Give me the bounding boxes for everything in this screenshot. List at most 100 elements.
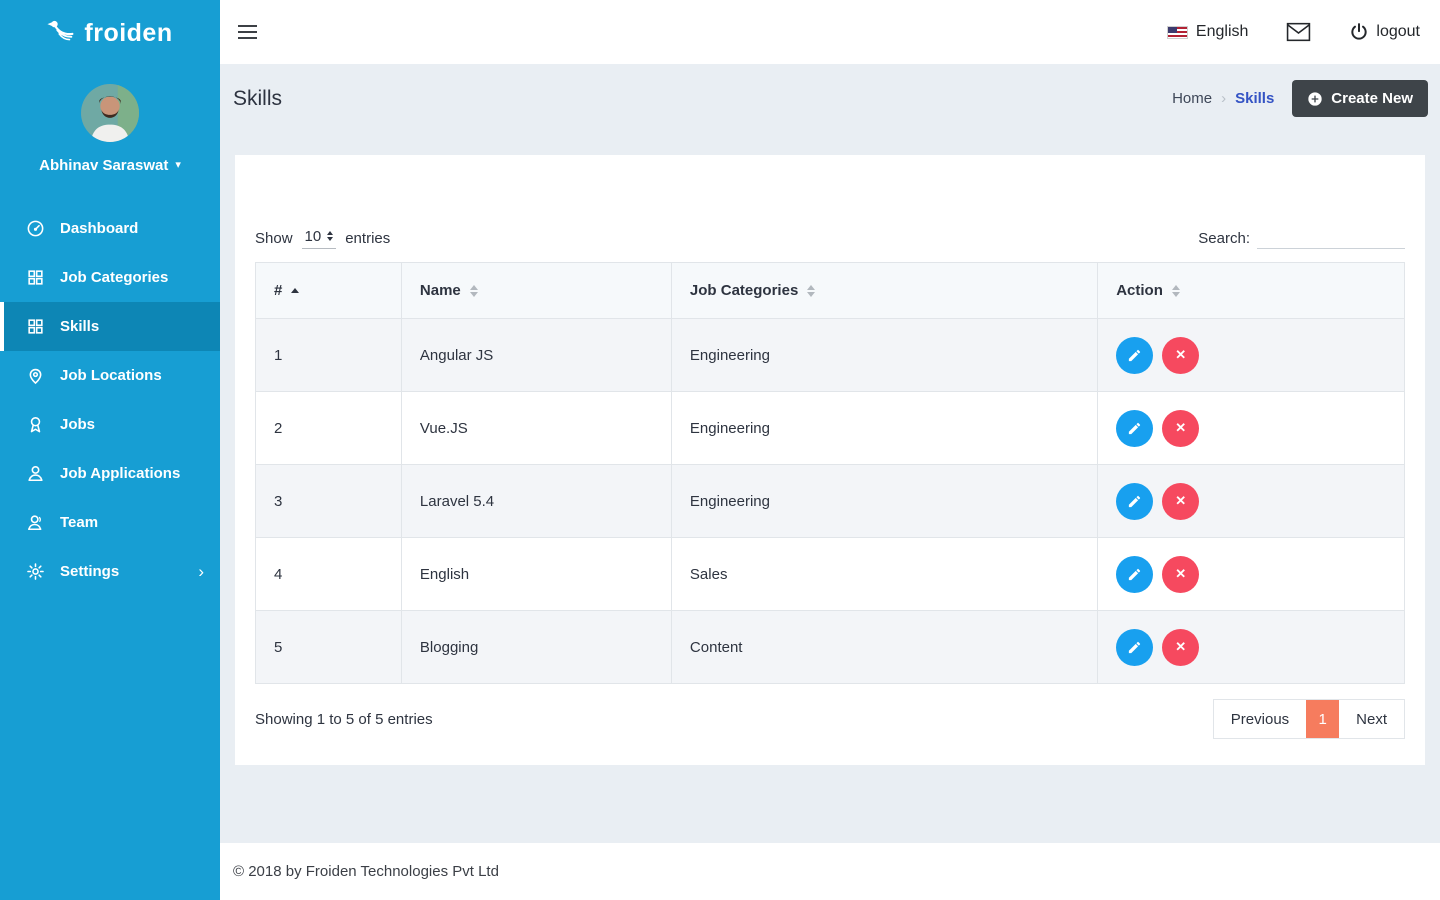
main-area: English logout Skills Home › S (220, 0, 1440, 900)
sidebar-item-settings[interactable]: Settings › (0, 547, 220, 596)
cell-category: Engineering (670, 464, 1099, 538)
table-controls: Show 10 entries Search: (255, 227, 1405, 249)
close-icon: ✕ (1175, 639, 1187, 654)
edit-button[interactable] (1116, 482, 1154, 520)
page-title: Skills (233, 86, 283, 110)
sort-asc-icon (291, 288, 300, 293)
entries-info: Showing 1 to 5 of 5 entries (255, 710, 433, 728)
logout-button[interactable]: logout (1349, 22, 1420, 42)
search-input[interactable] (1257, 227, 1405, 249)
sidebar-item-jobs[interactable]: Jobs (0, 400, 220, 449)
breadcrumb-separator-icon: › (1221, 90, 1227, 107)
cell-num: 4 (255, 537, 402, 611)
caret-down-icon: ▾ (175, 159, 181, 171)
sidebar-item-label: Job Applications (60, 465, 181, 482)
sidebar-item-job-locations[interactable]: Job Locations (0, 351, 220, 400)
person-icon (26, 513, 45, 532)
entries-label: entries (345, 229, 391, 247)
mail-button[interactable] (1286, 22, 1311, 42)
user-menu[interactable]: Abhinav Saraswat ▾ (0, 157, 220, 174)
skills-card: Show 10 entries Search: (235, 155, 1425, 765)
cell-num: 1 (255, 318, 402, 392)
avatar[interactable] (81, 84, 139, 142)
content-area: Skills Home › Skills Create New Show (220, 64, 1440, 843)
sidebar-item-label: Skills (60, 318, 100, 335)
table-footer: Showing 1 to 5 of 5 entries Previous 1 N… (255, 699, 1405, 739)
cell-actions: ✕ (1097, 537, 1405, 611)
close-icon: ✕ (1175, 420, 1187, 435)
pencil-icon (1129, 349, 1141, 361)
edit-button[interactable] (1116, 628, 1154, 666)
cell-category: Content (670, 610, 1099, 684)
sidebar-menu: Dashboard Job Categories Skills Job Loca… (0, 204, 220, 596)
spinner-icon (327, 231, 334, 241)
delete-button[interactable]: ✕ (1162, 336, 1200, 374)
pagination-next-button[interactable]: Next (1339, 700, 1404, 738)
sidebar-item-label: Team (60, 514, 99, 531)
column-header-name[interactable]: Name (400, 262, 672, 319)
sidebar-item-team[interactable]: Team (0, 498, 220, 547)
sidebar-item-job-categories[interactable]: Job Categories (0, 253, 220, 302)
logout-label: logout (1376, 23, 1420, 40)
entries-value: 10 (304, 227, 322, 245)
sidebar-item-job-applications[interactable]: Job Applications (0, 449, 220, 498)
delete-button[interactable]: ✕ (1162, 409, 1200, 447)
gear-icon (26, 562, 45, 581)
entries-per-page-select[interactable]: 10 (301, 227, 337, 249)
edit-button[interactable] (1116, 336, 1154, 374)
dashboard-icon (26, 219, 45, 238)
edit-button[interactable] (1116, 409, 1154, 447)
cell-category: Engineering (670, 318, 1099, 392)
table-row: 1 Angular JS Engineering ✕ (255, 318, 1405, 392)
column-header-num[interactable]: # (255, 262, 402, 319)
cell-name: Vue.JS (400, 391, 672, 465)
cell-actions: ✕ (1097, 318, 1405, 392)
edit-button[interactable] (1116, 555, 1154, 593)
delete-button[interactable]: ✕ (1162, 482, 1200, 520)
cell-actions: ✕ (1097, 464, 1405, 538)
sidebar-item-label: Settings (60, 563, 120, 580)
sidebar-item-dashboard[interactable]: Dashboard (0, 204, 220, 253)
page-header: Skills Home › Skills Create New (220, 64, 1440, 133)
top-navbar: English logout (220, 0, 1440, 64)
pencil-icon (1129, 641, 1141, 653)
cell-category: Engineering (670, 391, 1099, 465)
sort-icon (469, 284, 478, 297)
user-name: Abhinav Saraswat (39, 157, 169, 174)
column-header-job-categories[interactable]: Job Categories (670, 262, 1099, 319)
skills-table: # Name Job Categories Action (255, 262, 1405, 684)
sort-icon (807, 284, 816, 297)
cell-name: Blogging (400, 610, 672, 684)
breadcrumb-home[interactable]: Home (1172, 90, 1213, 107)
person-icon (26, 464, 45, 483)
pagination-previous-button[interactable]: Previous (1213, 700, 1307, 738)
cell-num: 2 (255, 391, 402, 465)
cell-category: Sales (670, 537, 1099, 611)
create-new-button[interactable]: Create New (1292, 80, 1428, 117)
close-icon: ✕ (1175, 493, 1187, 508)
pagination-page-1-button[interactable]: 1 (1306, 700, 1340, 738)
language-selector[interactable]: English (1166, 23, 1248, 41)
cell-name: English (400, 537, 672, 611)
pencil-icon (1129, 568, 1141, 580)
pagination: Previous 1 Next (1212, 699, 1405, 739)
table-row: 5 Blogging Content ✕ (255, 610, 1405, 684)
brand-logo[interactable]: froiden (0, 0, 220, 48)
column-header-action[interactable]: Action (1097, 262, 1405, 319)
pencil-icon (1129, 495, 1141, 507)
table-row: 4 English Sales ✕ (255, 537, 1405, 611)
delete-button[interactable]: ✕ (1162, 555, 1200, 593)
hamburger-menu-icon[interactable] (236, 21, 259, 43)
close-icon: ✕ (1175, 566, 1187, 581)
sidebar-item-skills[interactable]: Skills (0, 302, 220, 351)
plus-circle-icon (1307, 91, 1323, 107)
table-header-row: # Name Job Categories Action (255, 262, 1405, 319)
power-icon (1349, 22, 1369, 42)
bird-logo-icon (47, 18, 77, 48)
sidebar-item-label: Jobs (60, 416, 96, 433)
close-icon: ✕ (1175, 347, 1187, 362)
chevron-right-icon: › (198, 561, 204, 581)
grid-icon (26, 317, 45, 336)
delete-button[interactable]: ✕ (1162, 628, 1200, 666)
show-label: Show (255, 229, 293, 247)
